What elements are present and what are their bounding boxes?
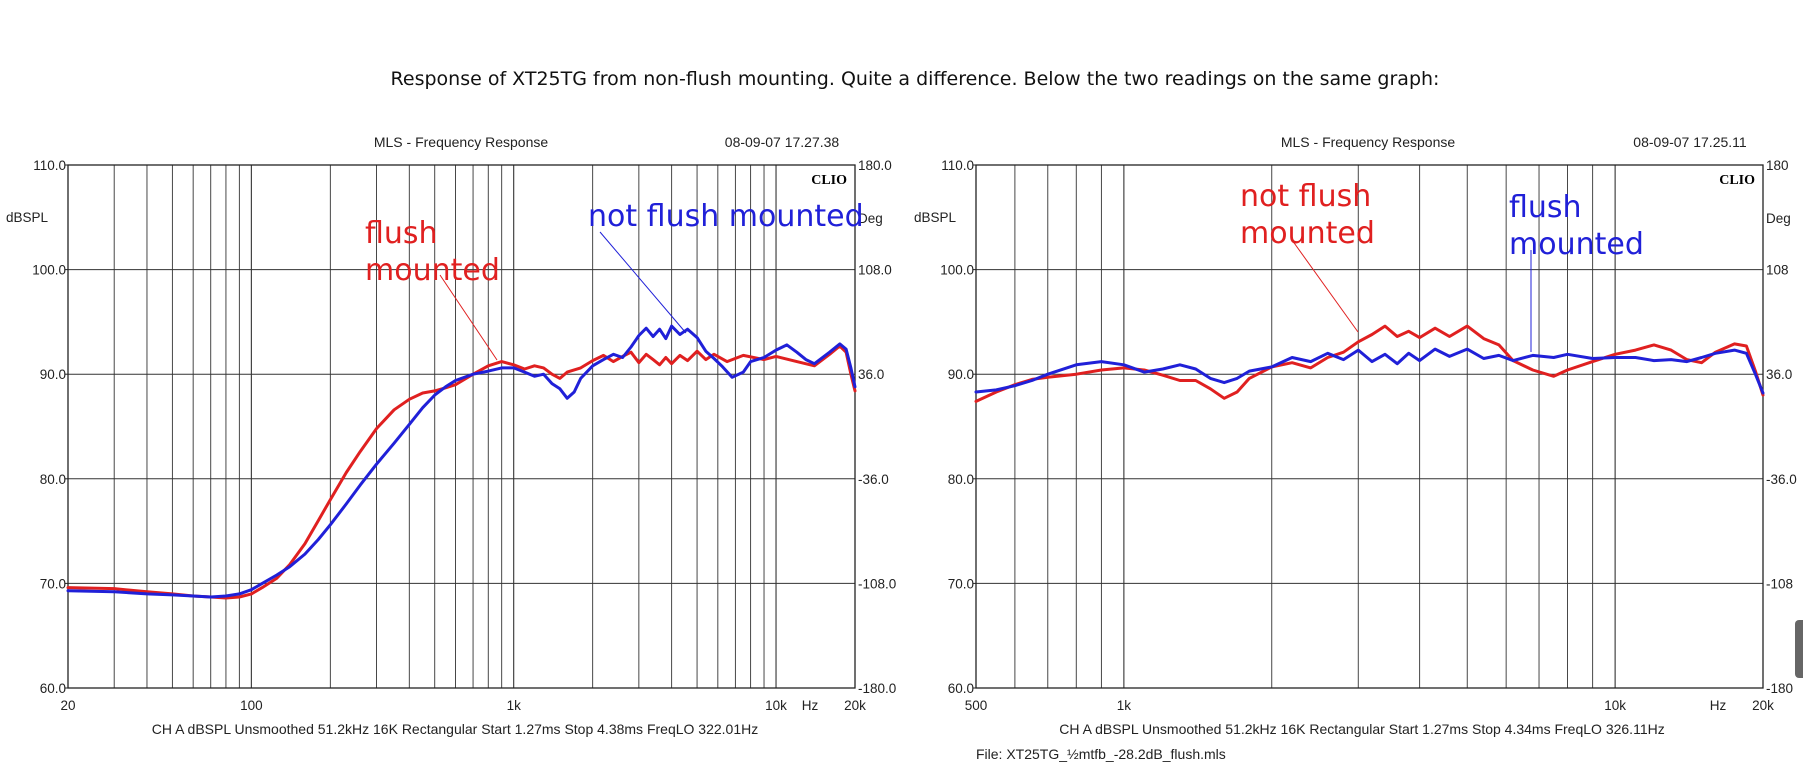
y-tick-label: 80.0 (948, 472, 974, 487)
y2-tick-label: -108.0 (858, 576, 896, 591)
y-tick-label: 110.0 (33, 158, 66, 173)
chart-1: 110.0 100.0 90.0 80.0 70.0 60.0 180.0 108.0 36.0… (6, 134, 896, 737)
y2-tick-label: -36.0 (858, 472, 889, 487)
y2-tick-label: 108 (1766, 263, 1789, 278)
clio-logo: CLIO (811, 173, 847, 188)
x-tick-label: 20 (60, 698, 75, 713)
chart-title: MLS - Frequency Response (374, 134, 549, 150)
annotation-text: flush (1509, 190, 1582, 225)
plot-frame (67, 164, 856, 689)
chart-timestamp: 08-09-07 17.25.11 (1633, 134, 1747, 150)
y-axis-label: dBSPL (6, 210, 49, 225)
y-tick-label: 60.0 (40, 681, 66, 696)
clio-logo: CLIO (1719, 173, 1755, 188)
blue-response-line (974, 347, 1765, 395)
chart-2: 110.0 100.0 90.0 80.0 70.0 60.0 180 108 36.0 -36.… (914, 134, 1797, 762)
y-axis-label: dBSPL (914, 210, 957, 225)
annotation-text: mounted (365, 253, 500, 288)
y-tick-label: 90.0 (40, 367, 66, 382)
y-tick-label: 70.0 (40, 576, 66, 591)
x-unit-label: Hz (1710, 698, 1727, 713)
chart-footer: CH A dBSPL Unsmoothed 51.2kHz 16K Rectan… (152, 721, 758, 737)
x-tick-label: 10k (765, 698, 787, 713)
annotation-text: mounted (1509, 227, 1644, 262)
y2-tick-label: -180 (1766, 681, 1793, 696)
blue-response-line (66, 324, 857, 599)
y2-tick-label: 180.0 (858, 158, 892, 173)
y2-tick-label: -36.0 (1766, 472, 1797, 487)
y2-tick-label: 180 (1766, 158, 1789, 173)
y2-tick-label: 108.0 (858, 263, 892, 278)
x-tick-label: 1k (507, 698, 522, 713)
x-tick-label: 1k (1117, 698, 1132, 713)
file-label: File: XT25TG_½mtfb_-28.2dB_flush.mls (976, 746, 1226, 762)
x-tick-label: 20k (1752, 698, 1774, 713)
annotation-leader-line (1291, 239, 1359, 333)
chart-footer: CH A dBSPL Unsmoothed 51.2kHz 16K Rectan… (1059, 721, 1664, 737)
annotation-text: mounted (1240, 216, 1375, 251)
y2-axis-label: Deg (858, 211, 883, 226)
chart-timestamp: 08-09-07 17.27.38 (725, 134, 840, 150)
x-tick-label: 10k (1604, 698, 1626, 713)
y-tick-label: 100.0 (32, 263, 66, 278)
chart-title: MLS - Frequency Response (1281, 134, 1456, 150)
logo-background (809, 169, 851, 187)
logo-background (1717, 169, 1759, 187)
y-tick-label: 110.0 (941, 158, 974, 173)
y2-tick-label: 36.0 (858, 367, 884, 382)
scrollbar-thumb[interactable] (1795, 620, 1803, 678)
x-tick-label: 500 (965, 698, 988, 713)
y-tick-label: 70.0 (948, 576, 974, 591)
plot-frame (975, 164, 1764, 689)
annotation-text: flush (365, 216, 438, 251)
x-tick-label: 20k (844, 698, 866, 713)
annotation-leader-line (439, 274, 498, 361)
annotation-text: not flush (1240, 179, 1371, 214)
page-caption: Response of XT25TG from non-flush mounti… (390, 68, 1440, 90)
annotation-text: not flush mounted (588, 199, 864, 234)
y-tick-label: 60.0 (948, 681, 974, 696)
y-tick-label: 100.0 (940, 263, 974, 278)
y2-tick-label: -108 (1766, 576, 1793, 591)
y-tick-label: 90.0 (948, 367, 974, 382)
red-response-line (66, 344, 857, 600)
annotation-leader-line (599, 231, 687, 334)
y2-tick-label: -180.0 (858, 681, 896, 696)
y-tick-label: 80.0 (40, 472, 66, 487)
y2-axis-label: Deg (1766, 211, 1791, 226)
x-tick-label: 100 (240, 698, 263, 713)
y2-tick-label: 36.0 (1766, 367, 1792, 382)
x-unit-label: Hz (802, 698, 819, 713)
